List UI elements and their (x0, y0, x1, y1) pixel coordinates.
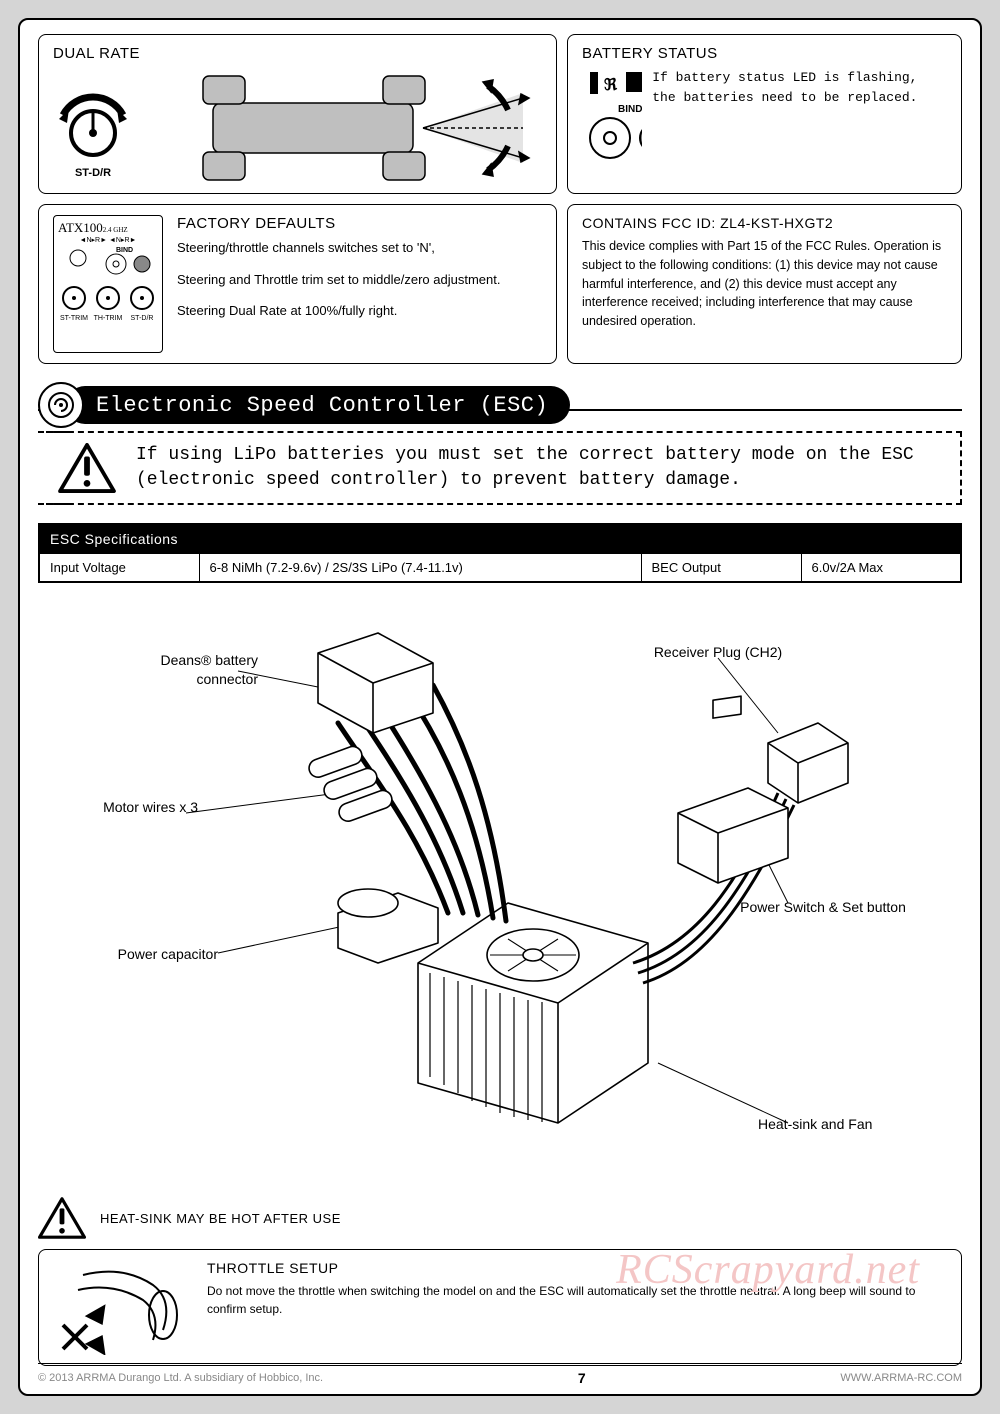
spec-cell: 6.0v/2A Max (801, 554, 961, 583)
factory-line-1: Steering/throttle channels switches set … (177, 238, 542, 258)
dual-rate-panel: Dual Rate ST-D/R (38, 34, 557, 194)
atx-ghz: 2.4 GHZ (103, 226, 128, 234)
dual-rate-diagram: ST-D/R (53, 68, 533, 188)
top-row: Dual Rate ST-D/R (38, 34, 962, 194)
dual-rate-title: Dual Rate (53, 45, 542, 62)
svg-text:ℜ: ℜ (604, 77, 618, 94)
atx-knobs-icon: BIND ST-TRIM TH-TRIM ST-D/R (58, 244, 158, 324)
fcc-title: Contains FCC ID: ZL4-KST-HXGT2 (582, 215, 947, 231)
fcc-text: This device complies with Part 15 of the… (582, 237, 947, 331)
heat-warning: HEAT-SINK MAY BE HOT AFTER USE (38, 1197, 962, 1239)
section-title: Electronic Speed Controller (ESC) (66, 386, 570, 424)
throttle-panel: Throttle Setup Do not move the throttle … (38, 1249, 962, 1366)
label-heatsink: Heat-sink and Fan (758, 1115, 928, 1133)
label-motor: Motor wires x 3 (98, 798, 198, 816)
warning-text: If using LiPo batteries you must set the… (136, 443, 940, 493)
esc-diagram: Deans® battery connector Motor wires x 3… (38, 603, 962, 1193)
esc-icon (38, 382, 84, 428)
throttle-title: Throttle Setup (207, 1260, 947, 1276)
esc-spec-table: ESC Specifications Input Voltage 6-8 NiM… (38, 523, 962, 583)
warning-icon (38, 1197, 86, 1239)
battery-status-panel: Battery Status ℜ BIND If battery status … (567, 34, 962, 194)
label-switch: Power Switch & Set button (738, 898, 908, 916)
throttle-icon (53, 1260, 193, 1355)
spec-cell: BEC Output (641, 554, 801, 583)
warning-icon (58, 443, 116, 493)
label-deans: Deans® battery connector (118, 651, 258, 687)
atx-transmitter-icon: ATX1002.4 GHZ ◄N▸R► ◄N▸R► BIND ST-TRIM T… (53, 215, 163, 353)
factory-title: Factory Defaults (177, 215, 542, 232)
factory-line-2: Steering and Throttle trim set to middle… (177, 270, 542, 290)
table-row: Input Voltage 6-8 NiMh (7.2-9.6v) / 2S/3… (39, 554, 961, 583)
battery-title: Battery Status (582, 45, 947, 62)
svg-text:BIND: BIND (116, 247, 133, 254)
svg-text:TH-TRIM: TH-TRIM (94, 315, 123, 322)
factory-defaults-panel: ATX1002.4 GHZ ◄N▸R► ◄N▸R► BIND ST-TRIM T… (38, 204, 557, 364)
page: Dual Rate ST-D/R (18, 18, 982, 1396)
spec-cell: Input Voltage (39, 554, 199, 583)
spec-cell: 6-8 NiMh (7.2-9.6v) / 2S/3S LiPo (7.4-11… (199, 554, 641, 583)
factory-line-3: Steering Dual Rate at 100%/fully right. (177, 301, 542, 321)
footer-url: WWW.ARRMA-RC.COM (840, 1372, 962, 1384)
svg-text:ST-D/R: ST-D/R (75, 167, 111, 179)
fcc-panel: Contains FCC ID: ZL4-KST-HXGT2 This devi… (567, 204, 962, 364)
svg-text:ST-D/R: ST-D/R (131, 315, 154, 322)
battery-text: If battery status LED is flashing, the b… (652, 68, 947, 107)
lipo-warning: If using LiPo batteries you must set the… (38, 431, 962, 505)
row-2: ATX1002.4 GHZ ◄N▸R► ◄N▸R► BIND ST-TRIM T… (38, 204, 962, 364)
section-header: Electronic Speed Controller (ESC) (38, 382, 962, 428)
page-number: 7 (578, 1370, 586, 1386)
svg-text:BIND: BIND (618, 104, 642, 115)
battery-icon-group: ℜ BIND (582, 68, 642, 178)
heat-warning-text: HEAT-SINK MAY BE HOT AFTER USE (100, 1211, 341, 1226)
footer: © 2013 ARRMA Durango Ltd. A subsidiary o… (38, 1363, 962, 1386)
atx-model: ATX100 (58, 220, 103, 235)
footer-copyright: © 2013 ARRMA Durango Ltd. A subsidiary o… (38, 1372, 323, 1384)
label-receiver: Receiver Plug (CH2) (628, 643, 808, 661)
throttle-text: Do not move the throttle when switching … (207, 1282, 947, 1318)
spec-header: ESC Specifications (39, 524, 961, 554)
svg-text:ST-TRIM: ST-TRIM (60, 315, 88, 322)
label-cap: Power capacitor (78, 945, 218, 963)
